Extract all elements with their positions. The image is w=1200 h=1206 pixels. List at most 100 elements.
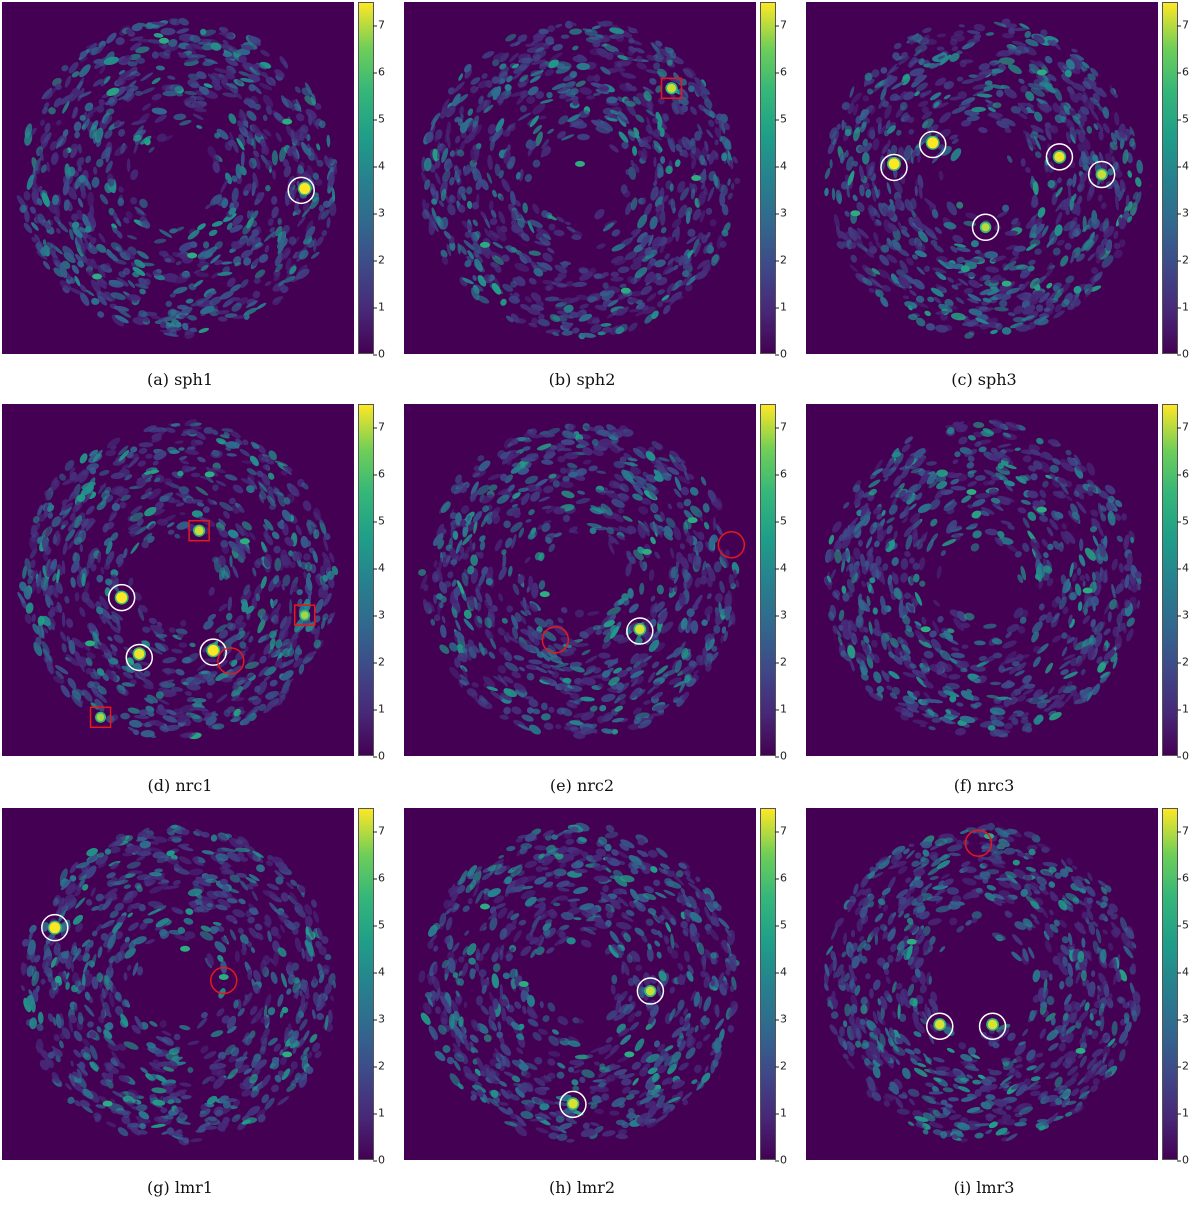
faint-signal-blob bbox=[575, 161, 585, 167]
colorbar-tick-label: 7 bbox=[1182, 421, 1189, 434]
faint-signal-blob bbox=[621, 288, 631, 294]
bright-source bbox=[981, 223, 989, 231]
colorbar-tick-label: 1 bbox=[378, 1107, 385, 1120]
colorbar-tick-label: 0 bbox=[780, 348, 787, 361]
colorbar-tick-label: 7 bbox=[378, 19, 385, 32]
faint-signal-blob bbox=[480, 904, 490, 910]
colorbar-tick-label: 2 bbox=[378, 1060, 385, 1073]
colorbar-tick-label: 1 bbox=[780, 301, 787, 314]
colorbar-tick-label: 4 bbox=[780, 562, 787, 575]
bright-source bbox=[667, 84, 676, 93]
bright-source bbox=[97, 714, 105, 722]
colorbar-tick-label: 6 bbox=[780, 66, 787, 79]
panel-caption: (h) lmr2 bbox=[402, 1178, 762, 1197]
faint-signal-blob bbox=[180, 946, 190, 952]
bright-source bbox=[301, 611, 309, 619]
colorbar-tick-label: 2 bbox=[780, 1060, 787, 1073]
faint-signal-blob bbox=[103, 1101, 113, 1107]
colorbar-tick-label: 7 bbox=[780, 19, 787, 32]
faint-signal-blob bbox=[966, 489, 976, 495]
colorbar-tick-label: 1 bbox=[378, 301, 385, 314]
faint-signal-blob bbox=[1037, 507, 1047, 513]
faint-signal-blob bbox=[85, 640, 95, 646]
faint-signal-blob bbox=[688, 517, 698, 523]
panel-caption: (f) nrc3 bbox=[804, 776, 1164, 795]
colorbar-tick-label: 4 bbox=[1182, 160, 1189, 173]
bright-source bbox=[635, 624, 645, 634]
faint-signal-blob bbox=[540, 591, 550, 597]
bright-source bbox=[299, 183, 310, 194]
faint-signal-blob bbox=[92, 274, 102, 280]
snr-map-image bbox=[806, 2, 1158, 354]
faint-signal-blob bbox=[1037, 69, 1047, 75]
colorbar-tick-label: 7 bbox=[378, 421, 385, 434]
colorbar-tick-label: 7 bbox=[1182, 19, 1189, 32]
bright-source bbox=[49, 922, 60, 933]
bright-source bbox=[195, 526, 204, 535]
colorbar bbox=[1162, 2, 1178, 354]
bright-source bbox=[208, 645, 219, 656]
colorbar-tick-label: 4 bbox=[378, 562, 385, 575]
colorbar bbox=[358, 2, 374, 354]
bright-source bbox=[134, 649, 144, 659]
colorbar-tick-label: 1 bbox=[378, 703, 385, 716]
faint-signal-blob bbox=[642, 549, 652, 555]
colorbar-tick-label: 3 bbox=[1182, 609, 1189, 622]
colorbar-tick-label: 1 bbox=[1182, 301, 1189, 314]
colorbar-tick-label: 2 bbox=[780, 656, 787, 669]
colorbar-tick-label: 6 bbox=[1182, 66, 1189, 79]
colorbar-tick-label: 3 bbox=[378, 1013, 385, 1026]
panel-caption: (c) sph3 bbox=[804, 370, 1164, 389]
colorbar-tick-label: 2 bbox=[1182, 1060, 1189, 1073]
colorbar-tick-label: 0 bbox=[780, 750, 787, 763]
snr-map-image bbox=[404, 2, 756, 354]
colorbar-tick-label: 4 bbox=[1182, 562, 1189, 575]
colorbar-tick-label: 5 bbox=[1182, 113, 1189, 126]
colorbar-tick-label: 4 bbox=[780, 966, 787, 979]
colorbar-tick-label: 0 bbox=[780, 1154, 787, 1167]
bright-source bbox=[988, 1020, 998, 1030]
panel-caption: (i) lmr3 bbox=[804, 1178, 1164, 1197]
colorbar-tick-label: 7 bbox=[378, 825, 385, 838]
faint-signal-blob bbox=[921, 626, 931, 632]
faint-signal-blob bbox=[205, 471, 215, 477]
colorbar-tick-label: 0 bbox=[1182, 1154, 1189, 1167]
colorbar-tick-label: 6 bbox=[780, 468, 787, 481]
panel-caption: (e) nrc2 bbox=[402, 776, 762, 795]
faint-signal-blob bbox=[480, 242, 490, 248]
colorbar-tick-label: 2 bbox=[1182, 254, 1189, 267]
faint-signal-blob bbox=[187, 252, 197, 258]
colorbar bbox=[760, 808, 776, 1160]
bright-source bbox=[889, 158, 900, 169]
colorbar bbox=[1162, 404, 1178, 756]
colorbar-tick-label: 7 bbox=[780, 421, 787, 434]
faint-signal-blob bbox=[159, 38, 169, 44]
faint-signal-blob bbox=[850, 210, 860, 216]
bright-source bbox=[568, 1099, 578, 1109]
snr-map-panel: 0 1 2 3 4 5 6 7 bbox=[804, 0, 1200, 400]
colorbar-tick-label: 3 bbox=[378, 207, 385, 220]
snr-map-image bbox=[404, 808, 756, 1160]
colorbar-tick-label: 0 bbox=[1182, 348, 1189, 361]
colorbar-tick-label: 3 bbox=[780, 207, 787, 220]
colorbar-tick-label: 5 bbox=[378, 515, 385, 528]
colorbar-tick-label: 6 bbox=[780, 872, 787, 885]
colorbar-tick-label: 3 bbox=[1182, 207, 1189, 220]
colorbar-tick-label: 1 bbox=[780, 703, 787, 716]
colorbar-tick-label: 2 bbox=[378, 656, 385, 669]
faint-signal-blob bbox=[1083, 588, 1093, 594]
colorbar bbox=[760, 2, 776, 354]
bright-source bbox=[1054, 152, 1064, 162]
snr-map-image bbox=[2, 808, 354, 1160]
faint-signal-blob bbox=[1076, 1048, 1086, 1054]
